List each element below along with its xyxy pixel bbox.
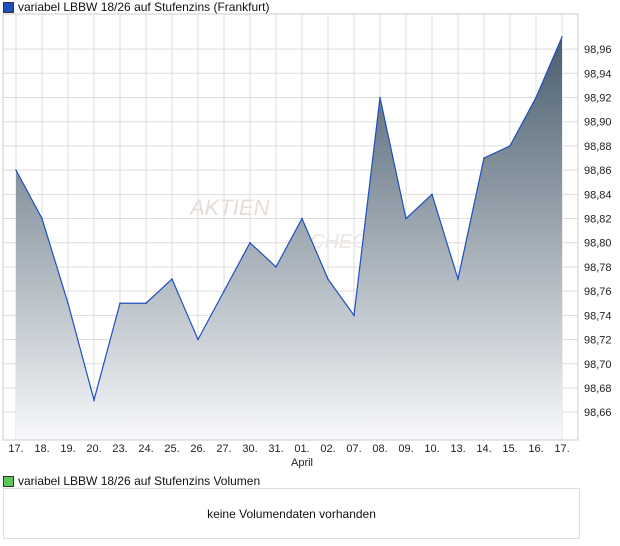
y-tick-label: 98,72 bbox=[584, 335, 612, 347]
x-tick-label: 16. bbox=[528, 443, 543, 455]
price-legend-swatch bbox=[3, 1, 14, 13]
data-point bbox=[119, 302, 121, 305]
data-point bbox=[457, 278, 459, 280]
x-tick-label: 23. bbox=[112, 443, 127, 455]
x-tick-label: 17. bbox=[8, 443, 23, 455]
x-tick-label: 13. bbox=[450, 443, 465, 455]
x-tick-label: 17. bbox=[554, 443, 569, 455]
y-tick-label: 98,82 bbox=[584, 214, 612, 226]
price-legend-label: variabel LBBW 18/26 auf Stufenzins (Fran… bbox=[18, 0, 270, 14]
data-point bbox=[301, 217, 303, 220]
x-tick-label: 15. bbox=[502, 443, 517, 455]
data-point bbox=[561, 36, 563, 38]
data-point bbox=[379, 96, 381, 99]
x-tick-label: 18. bbox=[34, 443, 49, 455]
data-point bbox=[171, 278, 173, 280]
data-point bbox=[327, 278, 329, 280]
x-tick-label: 10. bbox=[424, 443, 439, 455]
y-tick-label: 98,86 bbox=[584, 165, 612, 177]
y-tick-label: 98,78 bbox=[584, 262, 612, 274]
data-point bbox=[249, 241, 251, 244]
data-point bbox=[483, 157, 485, 159]
x-tick-label: 31. bbox=[268, 443, 283, 455]
watermark-logo: AKTIEN bbox=[188, 195, 270, 220]
volume-panel: keine Volumendaten vorhanden bbox=[3, 488, 580, 539]
y-tick-label: 98,84 bbox=[584, 189, 612, 201]
data-point bbox=[67, 302, 69, 305]
data-point bbox=[535, 96, 537, 99]
y-tick-label: 98,74 bbox=[584, 310, 612, 322]
x-tick-label: 19. bbox=[60, 443, 75, 455]
data-point bbox=[353, 314, 355, 317]
y-tick-label: 98,94 bbox=[584, 68, 612, 80]
data-point bbox=[41, 217, 43, 220]
volume-empty-message: keine Volumendaten vorhanden bbox=[207, 506, 376, 521]
volume-legend-swatch bbox=[3, 475, 14, 487]
volume-legend-label: variabel LBBW 18/26 auf Stufenzins Volum… bbox=[18, 474, 261, 488]
y-tick-label: 98,80 bbox=[584, 238, 612, 250]
data-point bbox=[509, 145, 511, 147]
price-line bbox=[15, 36, 563, 403]
x-month-label: April bbox=[291, 457, 313, 469]
data-point bbox=[223, 290, 225, 292]
data-point bbox=[15, 169, 17, 171]
data-point bbox=[145, 302, 147, 305]
price-chart: AKTIEN CHECK 17. 18. 19. 20. 23. 24. 25. 26. 27.… bbox=[2, 13, 612, 469]
x-tick-label: 02. bbox=[320, 443, 335, 455]
y-tick-label: 98,90 bbox=[584, 117, 612, 129]
x-tick-label: 24. bbox=[138, 443, 153, 455]
price-legend: variabel LBBW 18/26 auf Stufenzins (Fran… bbox=[3, 0, 269, 14]
plot-frame bbox=[2, 13, 579, 441]
x-tick-label: 25. bbox=[164, 443, 179, 455]
x-tick-label: 26. bbox=[190, 443, 205, 455]
x-tick-label: 20. bbox=[86, 443, 101, 455]
x-tick-label: 30. bbox=[242, 443, 257, 455]
data-point bbox=[93, 399, 95, 401]
x-tick-label: 09. bbox=[398, 443, 413, 455]
x-tick-label: 27. bbox=[216, 443, 231, 455]
data-point bbox=[275, 266, 277, 268]
data-point bbox=[197, 338, 199, 341]
volume-legend: variabel LBBW 18/26 auf Stufenzins Volum… bbox=[3, 474, 260, 488]
y-tick-label: 98,92 bbox=[584, 93, 612, 105]
x-tick-label: 08. bbox=[372, 443, 387, 455]
x-tick-label: 07. bbox=[346, 443, 361, 455]
x-tick-label: 14. bbox=[476, 443, 491, 455]
price-area bbox=[16, 36, 562, 440]
x-tick-label: 01. bbox=[294, 443, 309, 455]
y-tick-label: 98,66 bbox=[584, 407, 612, 419]
y-tick-label: 98,88 bbox=[584, 141, 612, 153]
y-tick-label: 98,68 bbox=[584, 383, 612, 395]
y-tick-label: 98,96 bbox=[584, 44, 612, 56]
y-tick-label: 98,76 bbox=[584, 286, 612, 298]
y-tick-label: 98,70 bbox=[584, 359, 612, 371]
data-point bbox=[405, 217, 407, 220]
data-point bbox=[431, 193, 433, 196]
